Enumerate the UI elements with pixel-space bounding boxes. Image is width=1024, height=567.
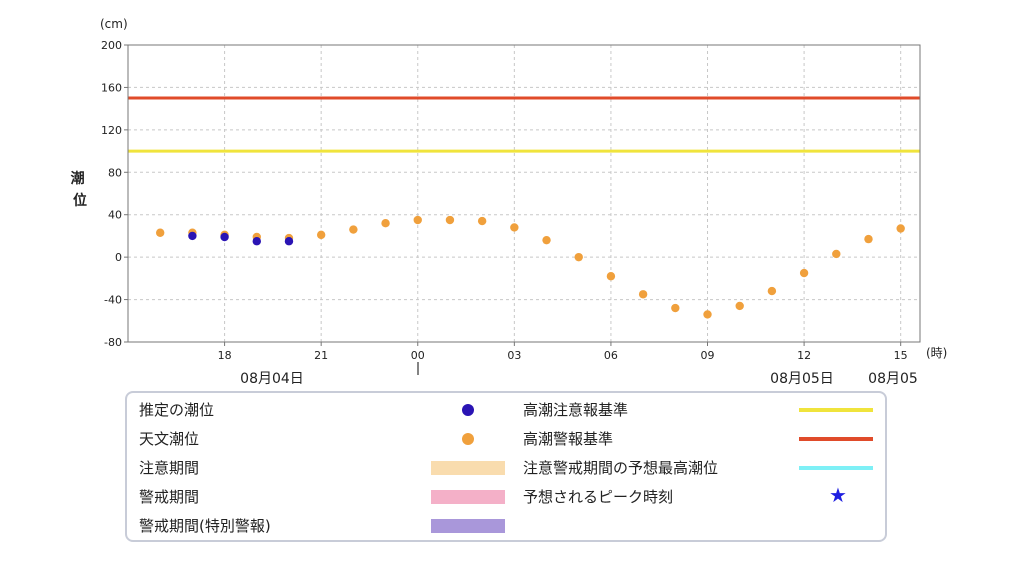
y-axis-label: 潮 位 [71,170,90,209]
y-tick-label: -80 [104,336,122,349]
astronomical-tide-point [445,215,455,225]
y-tick-label: 160 [101,81,122,94]
y-axis-label-char-2: 位 [73,192,87,209]
x-tick-label: 06 [604,349,618,362]
astronomical-tide-point [413,215,422,225]
astronomical-tide-point [477,216,487,226]
astronomical-tide-point [510,223,519,232]
date-label-0805-short: 08月05 [868,371,918,387]
y-tick-label: 0 [115,251,122,264]
estimated-tide-point [188,231,197,241]
x-tick-label: 03 [507,349,521,362]
y-tick-label: 200 [101,39,122,52]
legend-label-caution-period: 注意期間 [139,459,200,477]
grid [128,44,920,343]
astronomical-tide-point [703,310,712,319]
special-warning-period-swatch [431,519,505,533]
estimated-tide-point [220,232,229,242]
astronomical-dot-icon [462,433,474,445]
astronomical-tide-point [832,249,841,259]
threshold-lines [128,96,920,153]
legend-label-special-warning-period: 警戒期間(特別警報) [139,517,271,535]
legend: 推定の潮位 天文潮位 注意期間 警戒期間 警戒期間(特別警報) 高潮注意報基準 … [125,391,887,542]
legend-item-caution-period: 注意期間 [139,457,509,479]
astronomical-tide-point [671,303,680,313]
y-unit-label: (cm) [100,17,128,31]
star-icon: ★ [829,483,847,507]
astronomical-tide-point [735,301,744,311]
caution-standard-line-swatch [799,408,873,412]
y-axis-label-char-1: 潮 [71,170,85,187]
astronomical-tide-point [799,268,809,278]
y-tick-label: -40 [104,294,122,307]
date-label-0804: 08月04日 [240,371,304,387]
date-labels: 08月04日 08月05日 08月05 [240,362,918,387]
warning-standard-line-swatch [799,437,873,441]
legend-item-warning-standard: 高潮警報基準 [523,428,877,450]
astronomical-tide-point [864,234,873,244]
legend-item-peak-time: 予想されるピーク時刻 ★ [523,483,877,508]
astronomical-tide-point [767,286,777,296]
estimated-tide-point [284,237,294,246]
legend-label-estimated: 推定の潮位 [139,401,215,419]
y-tick-label: 80 [108,166,122,179]
legend-item-max-tide: 注意警戒期間の予想最高潮位 [523,457,877,479]
warning-period-swatch [431,490,505,504]
x-unit-label: (時) [926,346,947,360]
x-tick-label: 15 [894,349,908,362]
legend-label-warning-standard: 高潮警報基準 [523,430,614,448]
tide-chart: (cm) 潮 位 200 160 120 80 40 0 -40 -80 18 21 00 03 06… [71,17,948,387]
legend-item-special-warning-period: 警戒期間(特別警報) [139,515,509,537]
date-label-0805: 08月05日 [770,371,834,387]
legend-item-astronomical: 天文潮位 [139,428,489,450]
astronomical-tide-point [349,225,358,234]
estimated-dot-icon [462,404,474,416]
astronomical-tide-point [155,228,165,237]
x-tick-label: 00 [411,349,425,362]
astronomical-tide-point [316,230,326,240]
legend-item-caution-standard: 高潮注意報基準 [523,399,877,421]
plot-frame [127,44,921,343]
legend-item-warning-period: 警戒期間 [139,486,509,508]
astronomical-tide-point [542,235,551,245]
astronomical-tide-point [896,224,905,233]
max-tide-line-swatch [799,466,873,470]
legend-label-warning-period: 警戒期間 [139,488,200,506]
y-tick-labels: 200 160 120 80 40 0 -40 -80 [101,39,128,349]
x-tick-label: 21 [314,349,328,362]
data-points [155,215,905,319]
legend-label-astronomical: 天文潮位 [139,430,200,448]
astronomical-tide-point [574,252,583,262]
estimated-tide-point [252,237,261,246]
legend-label-peak-time: 予想されるピーク時刻 [523,488,674,506]
x-tick-label: 09 [701,349,715,362]
astronomical-tide-point [381,219,390,228]
x-tick-label: 18 [218,349,232,362]
x-tick-label: 12 [797,349,811,362]
legend-label-caution-standard: 高潮注意報基準 [523,401,629,419]
astronomical-tide-point [638,290,648,299]
legend-item-estimated: 推定の潮位 [139,399,489,421]
y-tick-label: 120 [101,124,122,137]
y-tick-label: 40 [108,209,122,222]
legend-label-max-tide: 注意警戒期間の予想最高潮位 [523,459,719,477]
x-tick-labels: 18 21 00 03 06 09 12 15 [218,342,908,362]
astronomical-tide-point [606,272,616,281]
caution-period-swatch [431,461,505,475]
